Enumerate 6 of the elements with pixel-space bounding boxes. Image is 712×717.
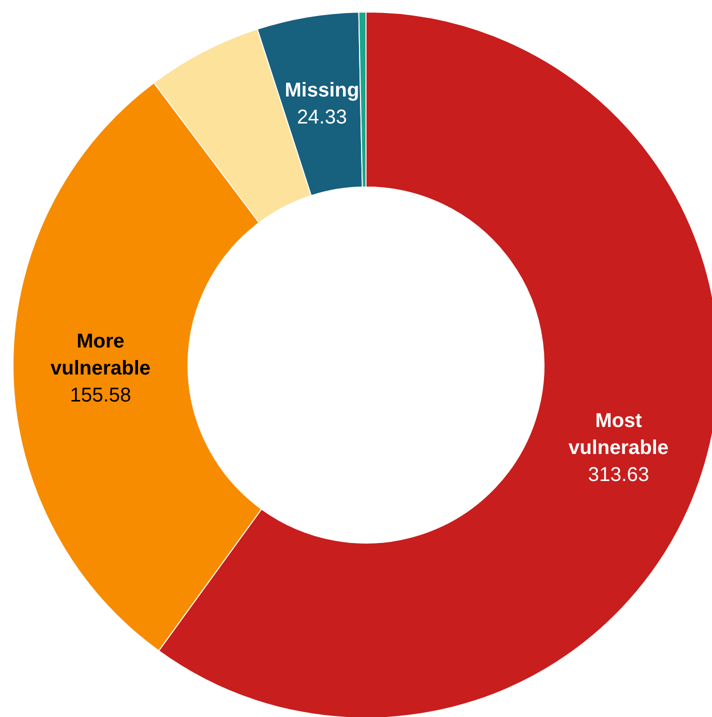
slice-label: More vulnerable [50,330,151,380]
data-label: 24.33 [296,106,347,129]
slice-label: Most vulnerable [568,410,669,459]
slice-label: Missing [284,80,360,102]
data-label: 155.58 [70,384,132,406]
data-label: 313.63 [588,464,650,486]
